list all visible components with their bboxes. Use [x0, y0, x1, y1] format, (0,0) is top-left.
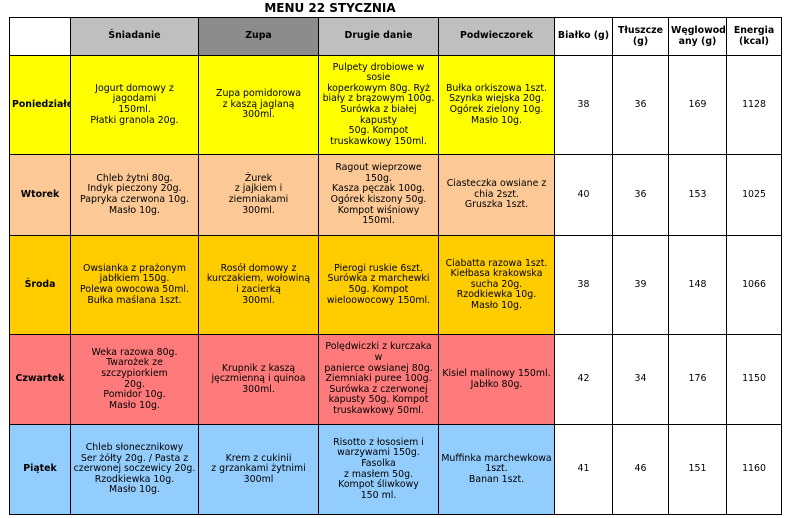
breakfast-cell: Weka razowa 80g. Twarożek ze szczypiorki…	[70, 334, 199, 425]
snack-cell: Bułka orkiszowa 1szt. Szynka wiejska 20g…	[438, 55, 555, 155]
header-protein: Białko (g)	[554, 17, 613, 56]
energy-value: 1160	[726, 424, 782, 515]
day-name: Poniedziałek	[9, 55, 71, 155]
menu-table: Śniadanie Zupa Drugie danie Podwieczorek…	[9, 17, 782, 515]
day-name: Wtorek	[9, 154, 71, 236]
protein-value: 38	[554, 235, 613, 335]
soup-cell: Żurek z jajkiem i ziemniakami 300ml.	[198, 154, 319, 236]
table-row: Czwartek Weka razowa 80g. Twarożek ze sz…	[9, 334, 782, 425]
carbs-value: 176	[668, 334, 727, 425]
carbs-value: 153	[668, 154, 727, 236]
carbs-value: 148	[668, 235, 727, 335]
header-carbs: Węglowod any (g)	[668, 17, 727, 56]
main-course-cell: Polędwiczki z kurczaka w panierce owsian…	[318, 334, 439, 425]
header-row: Śniadanie Zupa Drugie danie Podwieczorek…	[9, 17, 782, 56]
breakfast-cell: Jogurt domowy z jagodami 150ml. Płatki g…	[70, 55, 199, 155]
snack-cell: Muffinka marchewkowa 1szt. Banan 1szt.	[438, 424, 555, 515]
carbs-value: 151	[668, 424, 727, 515]
energy-value: 1150	[726, 334, 782, 425]
header-fat: Tłuszcze (g)	[612, 17, 669, 56]
table-row: Piątek Chleb słonecznikowy Ser żółty 20g…	[9, 424, 782, 515]
fat-value: 46	[612, 424, 669, 515]
table-row: Środa Owsianka z prażonym jabłkiem 150g.…	[9, 235, 782, 335]
header-corner	[9, 17, 71, 56]
protein-value: 40	[554, 154, 613, 236]
protein-value: 42	[554, 334, 613, 425]
energy-value: 1025	[726, 154, 782, 236]
breakfast-cell: Chleb słonecznikowy Ser żółty 20g. / Pas…	[70, 424, 199, 515]
fat-value: 36	[612, 55, 669, 155]
table-row: Poniedziałek Jogurt domowy z jagodami 15…	[9, 55, 782, 155]
energy-value: 1128	[726, 55, 782, 155]
day-name: Środa	[9, 235, 71, 335]
energy-value: 1066	[726, 235, 782, 335]
snack-cell: Ciasteczka owsiane z chia 2szt. Gruszka …	[438, 154, 555, 236]
main-course-cell: Ragout wieprzowe 150g. Kasza pęczak 100g…	[318, 154, 439, 236]
page-title: MENU 22 STYCZNIA	[264, 1, 396, 15]
breakfast-cell: Owsianka z prażonym jabłkiem 150g. Polew…	[70, 235, 199, 335]
header-energy: Energia (kcal)	[726, 17, 782, 56]
header-breakfast: Śniadanie	[70, 17, 199, 56]
main-course-cell: Pierogi ruskie 6szt. Surówka z marchewki…	[318, 235, 439, 335]
fat-value: 39	[612, 235, 669, 335]
header-main: Drugie danie	[318, 17, 439, 56]
soup-cell: Krem z cukinii z grzankami żytnimi 300ml	[198, 424, 319, 515]
carbs-value: 169	[668, 55, 727, 155]
breakfast-cell: Chleb żytni 80g. Indyk pieczony 20g. Pap…	[70, 154, 199, 236]
day-name: Piątek	[9, 424, 71, 515]
fat-value: 34	[612, 334, 669, 425]
fat-value: 36	[612, 154, 669, 236]
main-course-cell: Pulpety drobiowe w sosie koperkowym 80g.…	[318, 55, 439, 155]
day-name: Czwartek	[9, 334, 71, 425]
header-soup: Zupa	[198, 17, 319, 56]
table-row: Wtorek Chleb żytni 80g. Indyk pieczony 2…	[9, 154, 782, 236]
protein-value: 38	[554, 55, 613, 155]
snack-cell: Kisiel malinowy 150ml. Jabłko 80g.	[438, 334, 555, 425]
snack-cell: Ciabatta razowa 1szt. Kiełbasa krakowska…	[438, 235, 555, 335]
soup-cell: Rosół domowy z kurczakiem, wołowiną i za…	[198, 235, 319, 335]
soup-cell: Zupa pomidorowa z kaszą jaglaną 300ml.	[198, 55, 319, 155]
soup-cell: Krupnik z kaszą jęczmienną i quinoa 300m…	[198, 334, 319, 425]
main-course-cell: Risotto z łososiem i warzywami 150g. Fas…	[318, 424, 439, 515]
protein-value: 41	[554, 424, 613, 515]
header-snack: Podwieczorek	[438, 17, 555, 56]
